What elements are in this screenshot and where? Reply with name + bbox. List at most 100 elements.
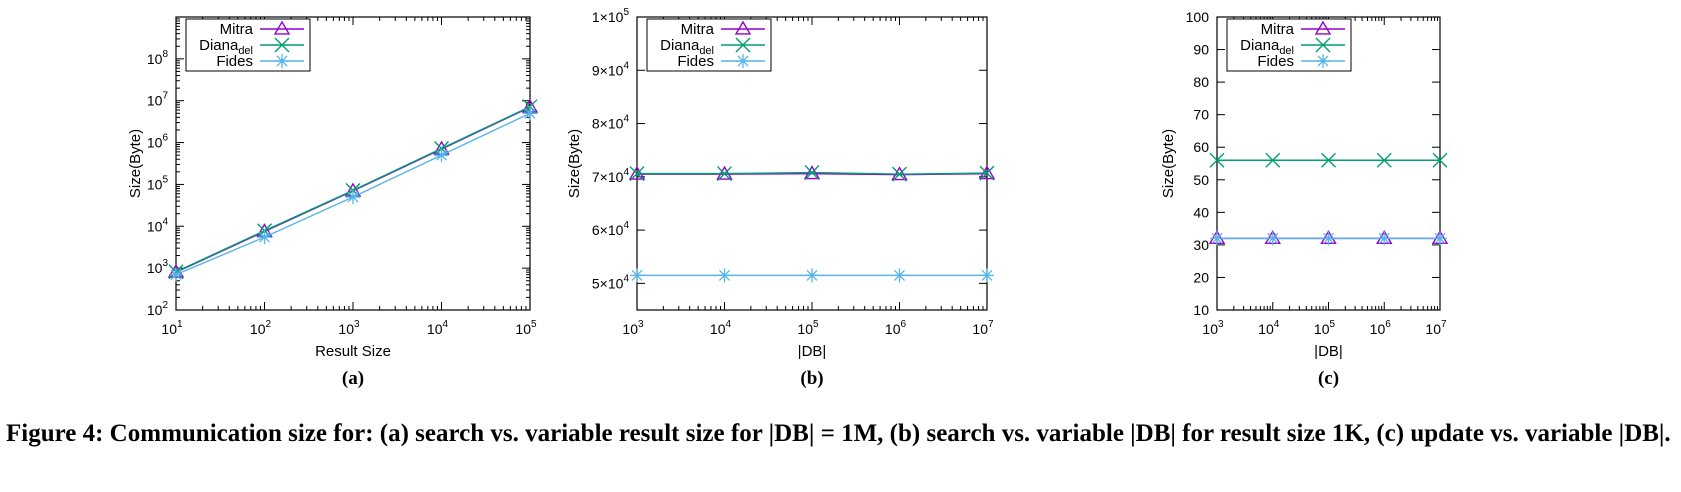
- x-tick-label-base: 10: [1258, 321, 1274, 337]
- series-fides: [169, 106, 537, 282]
- x-tick-label-base: 10: [250, 321, 266, 337]
- y-tick-label-exp: 4: [623, 60, 629, 71]
- legend-label-name: Diana: [660, 37, 700, 54]
- data-point: [979, 165, 995, 181]
- legend-label-name: Fides: [677, 53, 714, 70]
- data-point: [892, 268, 907, 283]
- x-tick-label-base: 10: [1202, 321, 1218, 337]
- panel-label: (b): [800, 368, 823, 389]
- y-axis-title: Size(Byte): [1160, 129, 1177, 198]
- data-point: [1376, 152, 1392, 168]
- legend-label: Fides: [677, 53, 714, 70]
- x-tick-label-exp: 7: [988, 319, 994, 330]
- x-tick-label-base: 10: [710, 321, 726, 337]
- data-point: [523, 106, 537, 121]
- y-tick-label-base: 80: [1193, 74, 1209, 90]
- figure: 102 103 104 105 106 107 108 101 102 103 104 105 Resu…: [127, 7, 1449, 389]
- legend-swatch-marker: [273, 20, 291, 35]
- legend-swatch-marker: [735, 37, 751, 53]
- x-tick-label-base: 10: [161, 321, 177, 337]
- series-diana: [629, 165, 995, 182]
- y-tick-label-base: 6×10: [592, 222, 624, 238]
- x-tick-label: 105: [1314, 319, 1336, 337]
- y-tick-label: 8×104: [592, 114, 630, 132]
- x-tick-label: 107: [1425, 319, 1447, 337]
- data-point: [717, 166, 732, 182]
- legend-swatch-marker: [734, 20, 752, 35]
- y-tick-label-base: 10: [147, 176, 163, 192]
- legend-label: Mitra: [220, 21, 254, 38]
- data-point: [1321, 152, 1336, 168]
- x-tick-label: 103: [622, 319, 644, 337]
- data-point: [1321, 231, 1336, 246]
- panel-label: (c): [1318, 368, 1339, 389]
- y-tick-label-base: 90: [1193, 42, 1209, 58]
- y-tick-label: 7×104: [592, 167, 630, 185]
- y-tick-label: 106: [147, 133, 169, 151]
- x-tick-label-base: 10: [1370, 321, 1386, 337]
- x-tick-label-exp: 4: [443, 319, 449, 330]
- legend-swatch-marker: [275, 54, 289, 68]
- x-tick-label-exp: 6: [901, 319, 907, 330]
- series-diana: [168, 99, 538, 280]
- x-tick-label-exp: 4: [726, 319, 732, 330]
- x-tick-label-exp: 4: [1274, 319, 1280, 330]
- x-tick-label: 105: [515, 319, 537, 337]
- y-tick-label-exp: 4: [623, 273, 629, 284]
- legend-label-name: Diana: [1240, 37, 1280, 54]
- data-point: [717, 268, 732, 283]
- y-tick-label: 5×104: [592, 273, 630, 291]
- panel-label: (a): [342, 368, 364, 389]
- y-tick-label: 40: [1193, 204, 1209, 220]
- y-tick-label: 103: [147, 258, 169, 276]
- y-tick-label: 20: [1193, 269, 1209, 285]
- y-tick-label-exp: 7: [162, 91, 168, 102]
- series-mitra: [167, 98, 539, 278]
- data-point: [434, 148, 449, 163]
- y-tick-label: 100: [1186, 9, 1210, 25]
- series-line: [175, 106, 531, 273]
- y-tick-label-base: 9×10: [592, 62, 624, 78]
- x-tick-label-base: 10: [885, 321, 901, 337]
- y-tick-label: 1×105: [592, 7, 630, 25]
- data-point: [169, 267, 183, 282]
- y-tick-label-base: 20: [1193, 269, 1209, 285]
- x-tick-label: 104: [427, 319, 449, 337]
- data-point: [980, 268, 994, 283]
- legend-label-sub: del: [238, 45, 253, 57]
- y-tick-label-base: 10: [147, 302, 163, 318]
- legend-label-name: Fides: [1257, 53, 1294, 70]
- legend-swatch-marker: [736, 54, 750, 68]
- legend-label-sub: del: [1279, 45, 1294, 57]
- y-tick-label-exp: 5: [623, 7, 629, 18]
- x-tick-label-exp: 6: [1385, 319, 1391, 330]
- x-tick-label-base: 10: [1425, 321, 1441, 337]
- data-point: [630, 268, 644, 283]
- y-tick-label-exp: 2: [162, 300, 168, 311]
- x-tick-label: 106: [1370, 319, 1392, 337]
- series-fides: [1210, 231, 1447, 246]
- y-tick-label-base: 10: [147, 93, 163, 109]
- data-point: [1265, 152, 1281, 168]
- y-tick-label-base: 100: [1186, 9, 1210, 25]
- legend-label: Fides: [1257, 53, 1294, 70]
- x-tick-label-exp: 7: [1441, 319, 1447, 330]
- data-point: [629, 166, 645, 182]
- y-tick-label: 30: [1193, 237, 1209, 253]
- data-point: [257, 230, 272, 245]
- legend-swatch-marker: [274, 37, 290, 53]
- legend-label: Dianadel: [1240, 37, 1294, 57]
- y-tick-label: 107: [147, 91, 169, 109]
- x-tick-label-exp: 3: [638, 319, 644, 330]
- x-tick-label-exp: 5: [813, 319, 819, 330]
- x-tick-label-exp: 3: [354, 319, 360, 330]
- legend-swatch-marker: [1316, 54, 1330, 68]
- legend-label-name: Fides: [216, 53, 253, 70]
- x-tick-label-exp: 1: [177, 319, 183, 330]
- legend-label: Mitra: [1261, 21, 1295, 38]
- x-tick-label-base: 10: [515, 321, 531, 337]
- y-tick-label-exp: 4: [623, 114, 629, 125]
- x-tick-label: 103: [1202, 319, 1224, 337]
- data-point: [1265, 231, 1280, 246]
